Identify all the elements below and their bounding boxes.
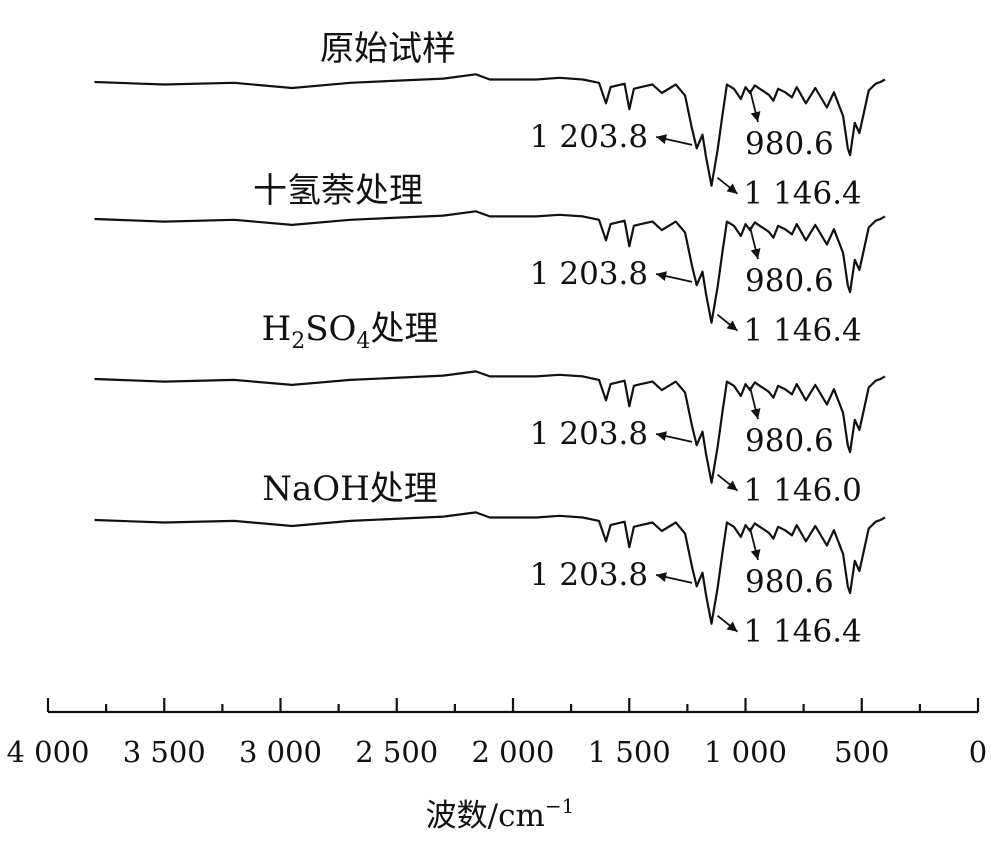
series-label-part: SO — [305, 309, 356, 349]
annotation-arrowhead — [726, 183, 738, 194]
annotation-arrowhead — [750, 549, 761, 560]
peak-annotation-label: 1 146.4 — [743, 313, 861, 349]
peak-annotation-label: 980.6 — [745, 423, 834, 459]
annotation-arrowhead — [726, 480, 738, 491]
series-layer: 原始试样 1 203.8 980.6 1 146.4 十氢萘处理 1 203.8 980.6… — [94, 29, 886, 650]
annotation-arrowhead — [656, 572, 667, 582]
series-label-part: 十氢萘处理 — [253, 171, 423, 211]
peak-annotation-label: 1 146.0 — [744, 473, 862, 509]
series-label: 原始试样 — [320, 29, 456, 69]
series-label-part: 处理 — [370, 309, 438, 349]
x-axis-title-sup: −1 — [545, 794, 574, 818]
spectrum-line — [94, 511, 886, 625]
x-tick-label: 1 500 — [588, 735, 671, 769]
spectrum-series: H2​SO4​处理 1 203.8 980.6 1 146.0 — [94, 309, 886, 509]
spectrum-series: 原始试样 1 203.8 980.6 1 146.4 — [94, 29, 886, 212]
x-axis-title-main: 波数/cm — [426, 798, 545, 834]
spectrum-line — [94, 73, 886, 187]
series-label: H2​SO4​处理 — [262, 309, 439, 354]
x-tick-label: 2 500 — [355, 735, 438, 769]
spectrum-line — [94, 210, 886, 324]
peak-annotation-label: 980.6 — [745, 564, 834, 600]
peak-annotation-label: 1 203.8 — [530, 119, 648, 155]
annotation-arrowhead — [656, 271, 667, 281]
annotation-arrowhead — [750, 248, 761, 259]
series-label-subscript: 4 — [356, 329, 370, 354]
series-label: NaOH处理 — [262, 469, 438, 509]
x-tick-label: 3 000 — [239, 735, 322, 769]
series-label-part: 原始试样 — [320, 29, 456, 69]
peak-annotation-label: 980.6 — [745, 126, 834, 162]
peak-annotation-label: 1 146.4 — [743, 614, 861, 650]
x-tick-label: 0 — [969, 735, 987, 769]
x-axis: 4 000 3 500 3 000 2 500 2 000 1 500 1 000 500 0 — [6, 698, 987, 769]
x-tick-label: 3 500 — [123, 735, 206, 769]
series-label: 十氢萘处理 — [253, 171, 423, 211]
annotation-arrowhead — [656, 134, 667, 144]
peak-annotation-label: 1 203.8 — [530, 557, 648, 593]
annotation-arrowhead — [750, 408, 761, 419]
spectrum-series: 十氢萘处理 1 203.8 980.6 1 146.4 — [94, 171, 886, 349]
x-tick-label: 1 000 — [704, 735, 787, 769]
peak-annotation-label: 980.6 — [745, 263, 834, 299]
annotation-arrowhead — [656, 431, 667, 441]
peak-annotation-label: 1 203.8 — [530, 256, 648, 292]
series-label-part: NaOH处理 — [262, 469, 438, 509]
annotation-arrowhead — [726, 320, 738, 331]
annotation-arrowhead — [750, 111, 761, 122]
x-tick-label: 500 — [834, 735, 889, 769]
spectrum-series: NaOH处理 1 203.8 980.6 1 146.4 — [94, 469, 886, 650]
series-label-subscript: 2 — [291, 329, 305, 354]
x-tick-label: 4 000 — [6, 735, 89, 769]
peak-annotation-label: 1 146.4 — [743, 176, 861, 212]
series-label-part: H — [262, 309, 292, 349]
spectrum-line — [94, 370, 886, 484]
annotation-arrowhead — [726, 621, 738, 632]
peak-annotation-label: 1 203.8 — [530, 416, 648, 452]
x-axis-title: 波数/cm−1 — [426, 794, 575, 834]
x-tick-label: 2 000 — [471, 735, 554, 769]
